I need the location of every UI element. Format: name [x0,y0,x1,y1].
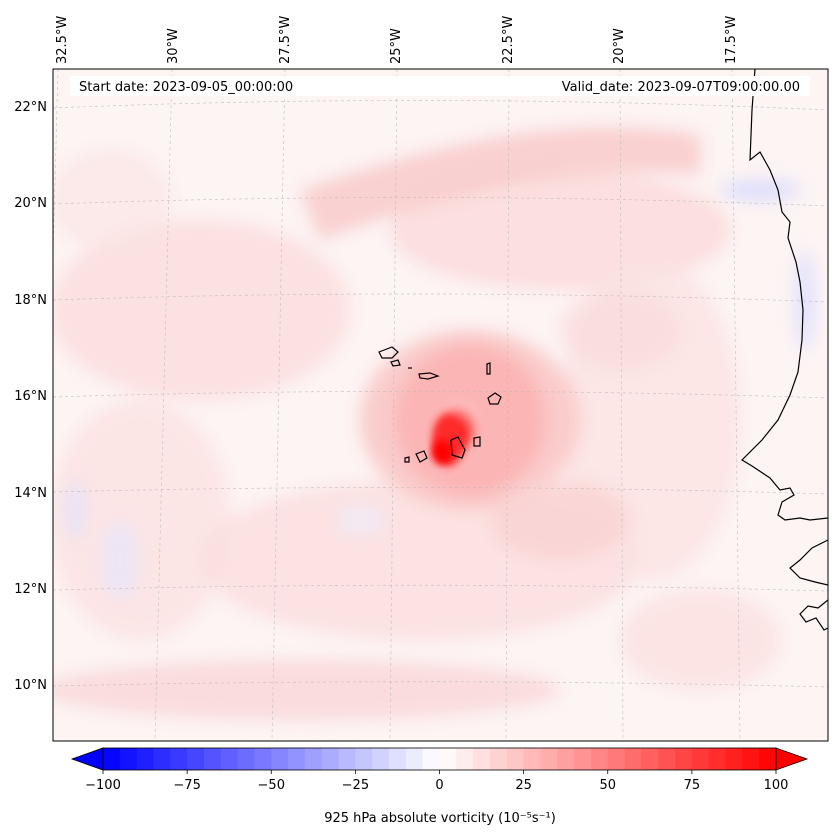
colorbar-segment [540,748,558,770]
graticule [53,69,828,741]
colorbar-segment [271,748,289,770]
date-banner [70,76,810,96]
valid-date-text: Valid_date: 2023-09-07T09:00:00.00 [562,80,800,95]
map-panel [53,69,828,741]
colorbar-segment [607,748,626,770]
colorbar-tick-label: 0 [435,778,443,793]
colorbar: −100 −75 −50 −25 0 25 50 75 100 925 hPa absolute… [70,747,809,826]
colorbar-segment [506,748,525,770]
coastlines [378,69,828,631]
lat-label-14n: 14°N [14,486,47,501]
colorbar-segment [691,748,710,770]
colorbar-segment [119,748,138,770]
island-santo-antao [378,346,399,359]
start-date-text: Start date: 2023-09-05_00:00:00 [79,80,293,95]
colorbar-segment [574,748,592,770]
colorbar-segment [136,748,154,770]
vorticity-field [53,127,780,720]
colorbar-segment [708,748,727,770]
colorbar-segment [590,748,609,770]
island-fogo [415,450,428,463]
lon-label-30w: 30°W [166,28,181,64]
colorbar-segment [523,748,541,770]
island-sal [486,362,491,375]
island-santiago [450,436,466,459]
colorbar-segment [355,748,373,770]
colorbar-segment [456,748,474,770]
lat-label-12n: 12°N [14,582,47,597]
lat-label-22n: 22°N [14,100,47,115]
lon-label-32-5w: 32.5°W [55,16,70,64]
island-boa-vista [487,392,502,405]
lat-label-18n: 18°N [14,293,47,308]
colorbar-segment [237,748,255,770]
guinea-coast [799,599,828,631]
colorbar-tick-label: 100 [764,778,789,793]
colorbar-segment [759,748,777,770]
colorbar-segment [254,748,272,770]
colorbar-label: 925 hPa absolute vorticity (10⁻⁵s⁻¹) [324,811,556,826]
colorbar-tick-label: −100 [85,778,121,793]
colorbar-segment [624,748,642,770]
colorbar-tick-label: −25 [342,778,369,793]
lon-label-17-5w: 17.5°W [724,16,739,64]
colorbar-segment [338,748,356,770]
island-sao-nicolau [418,372,440,380]
lon-label-22-5w: 22.5°W [501,16,516,64]
colorbar-segment [641,748,659,770]
island-sao-vicente [390,359,401,367]
colorbar-ticks: −100 −75 −50 −25 0 25 50 75 100 [85,770,788,793]
colorbar-segment [187,748,205,770]
longitude-labels: 32.5°W 30°W 27.5°W 25°W 22.5°W 20°W 17.5… [55,16,739,64]
cyclone-vortex [395,345,545,495]
colorbar-segment [170,748,188,770]
colorbar-segment [103,748,121,770]
colorbar-segment [658,748,676,770]
lon-label-25w: 25°W [389,28,404,64]
africa-coastline-south [789,539,828,586]
colorbar-segment [405,748,424,770]
negative-vorticity-areas [65,180,815,600]
colorbar-segment [389,748,407,770]
lat-label-10n: 10°N [14,678,47,693]
colorbar-segment [473,748,491,770]
latitude-labels: 22°N 20°N 18°N 16°N 14°N 12°N 10°N [14,100,47,693]
colorbar-segment [742,748,760,770]
island-maio [473,436,481,447]
colorbar-segment [557,748,575,770]
lat-label-16n: 16°N [14,389,47,404]
colorbar-tick-label: −75 [173,778,200,793]
map-frame [52,68,829,742]
colorbar-segment [372,748,390,770]
colorbar-segment [321,748,340,770]
colorbar-tick-label: 50 [599,778,616,793]
colorbar-segment [439,748,457,770]
island-brava [404,456,410,463]
colorbar-segment [304,748,323,770]
colorbar-tick-label: 25 [515,778,532,793]
colorbar-extend-max [775,747,809,771]
colorbar-segment [288,748,306,770]
colorbar-segment [220,748,239,770]
lon-label-27-5w: 27.5°W [278,16,293,64]
colorbar-extend-min [70,747,104,771]
colorbar-segments [103,748,777,770]
colorbar-segment [203,748,222,770]
colorbar-segment [675,748,693,770]
colorbar-segment [489,748,508,770]
lat-label-20n: 20°N [14,196,47,211]
colorbar-segment [422,748,440,770]
africa-coastline [741,69,828,521]
colorbar-tick-label: −50 [258,778,285,793]
colorbar-segment [153,748,171,770]
colorbar-segment [725,748,743,770]
colorbar-tick-label: 75 [684,778,701,793]
lon-label-20w: 20°W [612,28,627,64]
